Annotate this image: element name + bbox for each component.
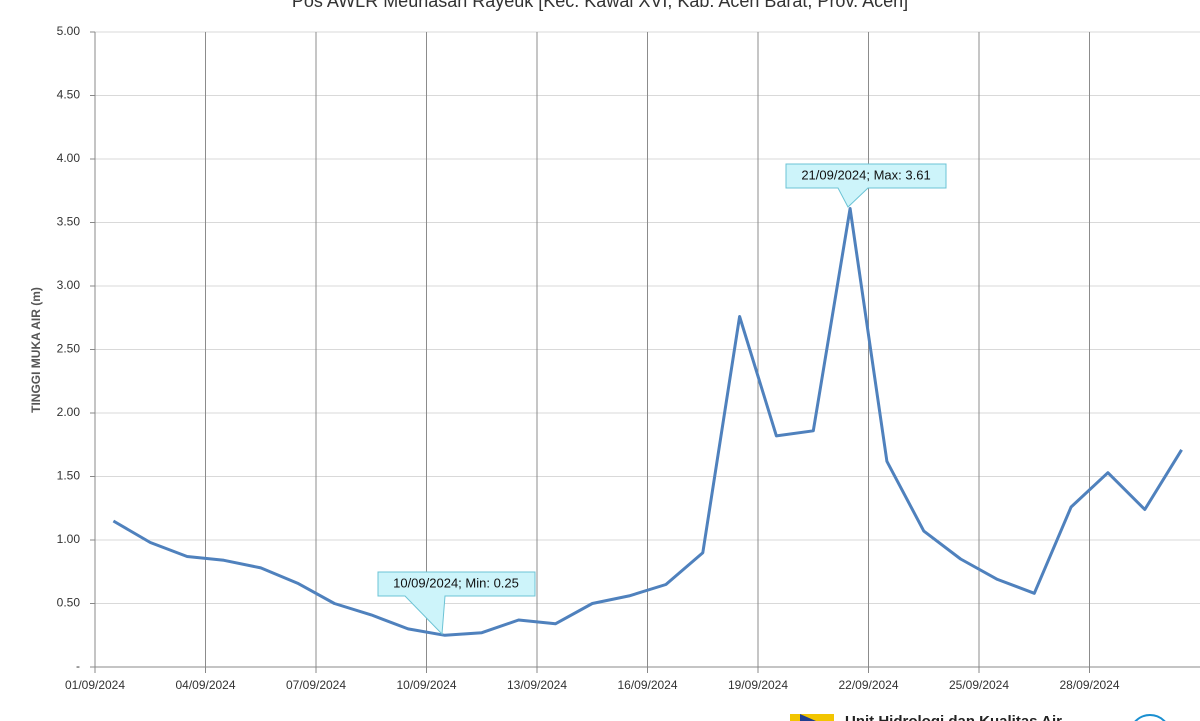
- y-tick-label: 1.50: [57, 469, 81, 483]
- annotation-min: 10/09/2024; Min: 0.25: [377, 571, 536, 636]
- annotation-text: 10/09/2024; Min: 0.25: [393, 575, 519, 590]
- annotation-box: [785, 163, 947, 208]
- y-tick-label: 3.00: [57, 278, 81, 292]
- x-tick-label: 07/09/2024: [286, 678, 346, 692]
- y-tick-label: -: [76, 659, 80, 673]
- y-tick-label: 1.00: [57, 532, 81, 546]
- x-tick-label: 19/09/2024: [728, 678, 788, 692]
- x-tick-label: 28/09/2024: [1059, 678, 1119, 692]
- y-tick-label: 5.00: [57, 24, 81, 38]
- x-tick-label: 22/09/2024: [838, 678, 898, 692]
- y-tick-label: 0.50: [57, 596, 81, 610]
- y-tick-label: 2.00: [57, 405, 81, 419]
- x-tick-label: 04/09/2024: [175, 678, 235, 692]
- footer-logo: [790, 714, 1166, 721]
- y-axis-label: TINGGI MUKA AIR (m): [29, 287, 43, 413]
- data-line: [112, 207, 1183, 637]
- x-tick-label: 10/09/2024: [396, 678, 456, 692]
- footer-text: Unit Hidrologi dan Kualitas Air: [845, 713, 1062, 721]
- x-tick-label: 13/09/2024: [507, 678, 567, 692]
- chart-title: Pos AWLR Meunasah Rayeuk [Kec. Kawai XVI…: [292, 0, 908, 11]
- annotation-max: 21/09/2024; Max: 3.61: [785, 163, 947, 208]
- y-tick-label: 3.50: [57, 215, 81, 229]
- y-tick-label: 4.00: [57, 151, 81, 165]
- x-tick-label: 25/09/2024: [949, 678, 1009, 692]
- plot-area: - 0.50 1.00 1.50 2.00 2.50 3.00 3.50 4.00 4.50 5.0…: [57, 24, 1200, 692]
- x-tick-label: 01/09/2024: [65, 678, 125, 692]
- y-tick-label: 4.50: [57, 88, 81, 102]
- x-tick-label: 16/09/2024: [617, 678, 677, 692]
- y-tick-label: 2.50: [57, 342, 81, 356]
- annotation-box: [377, 571, 536, 636]
- annotation-text: 21/09/2024; Max: 3.61: [801, 167, 930, 182]
